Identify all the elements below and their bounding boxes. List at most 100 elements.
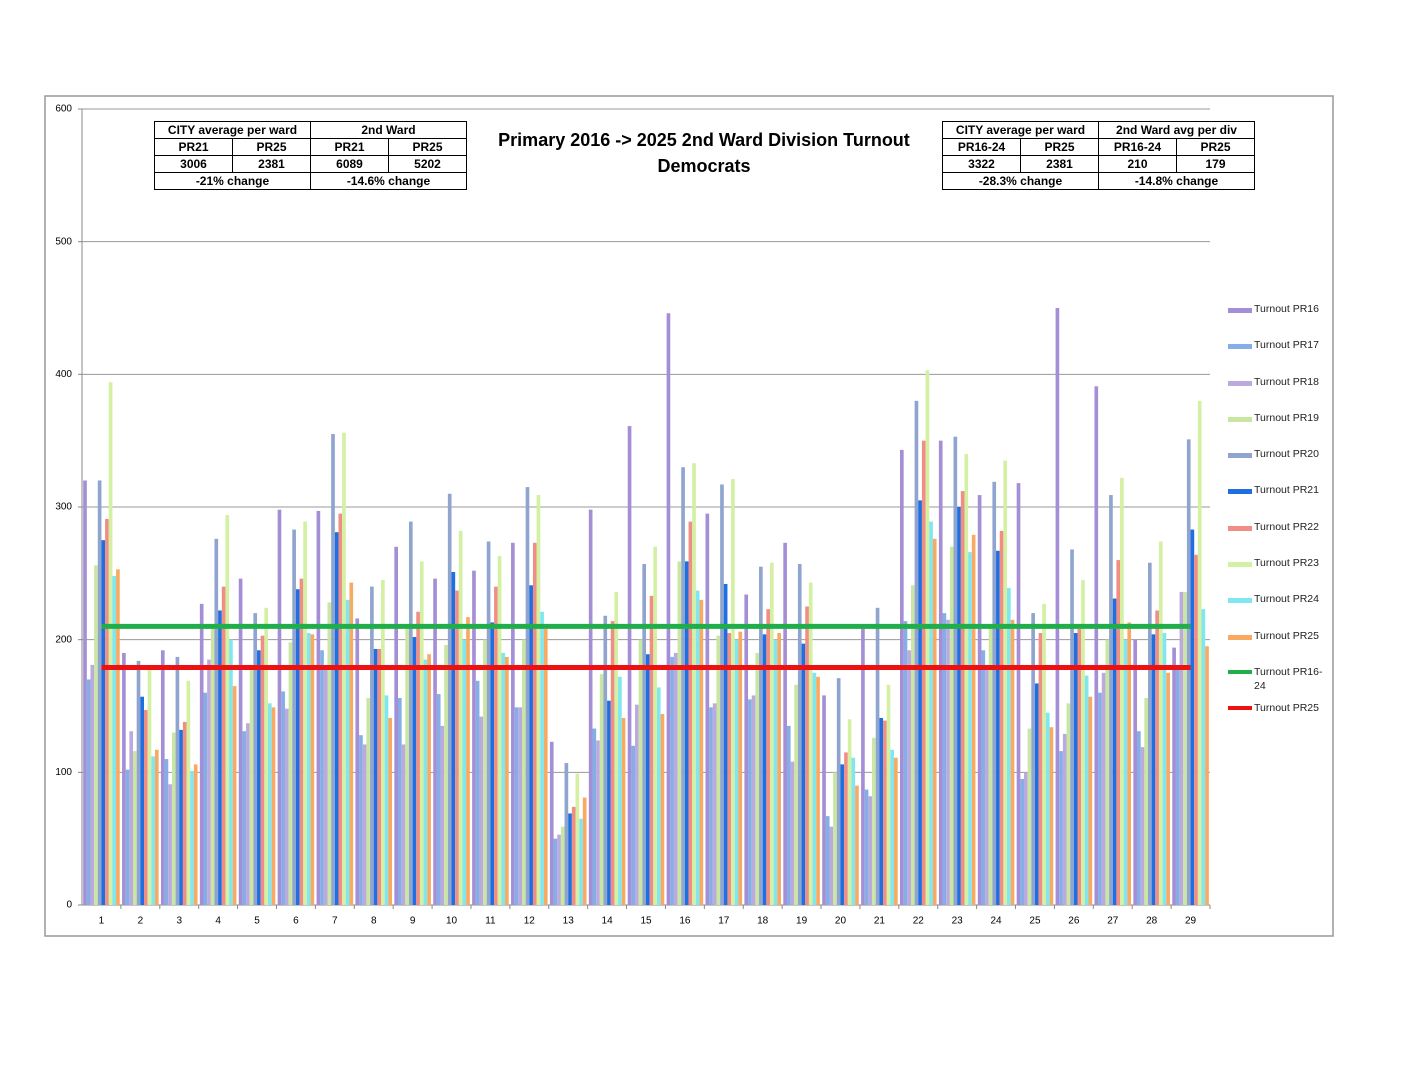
table-cell: CITY average per ward	[942, 121, 1099, 139]
bar	[543, 629, 548, 905]
bar	[334, 532, 339, 905]
bar	[433, 578, 437, 905]
bar	[1158, 541, 1163, 905]
bar	[193, 764, 198, 905]
bar	[1166, 672, 1170, 905]
bar	[692, 463, 696, 905]
legend-label: Turnout PR21	[1254, 484, 1319, 497]
table-cell: -21% change	[154, 172, 311, 190]
bar	[946, 619, 950, 905]
bar	[486, 541, 491, 905]
bar	[592, 728, 597, 905]
bar	[914, 400, 919, 905]
table-row: 3322 2381 210 179	[942, 155, 1255, 173]
legend-swatch	[1228, 598, 1252, 604]
bar	[182, 721, 187, 905]
chart-frame	[44, 95, 1334, 937]
bar	[203, 692, 208, 905]
bar	[1179, 591, 1184, 905]
bar	[568, 813, 572, 905]
bar	[97, 480, 102, 905]
table-cell: -28.3% change	[942, 172, 1099, 190]
bar	[423, 659, 428, 905]
bar	[996, 550, 1000, 905]
y-tick-label: 200	[55, 634, 72, 645]
bar	[249, 666, 254, 905]
bar	[705, 513, 710, 905]
bar	[805, 606, 809, 905]
bar	[416, 611, 420, 905]
bar	[851, 757, 856, 905]
table-row: CITY average per ward 2nd Ward avg per di…	[942, 121, 1255, 139]
bar	[271, 707, 276, 905]
bar	[154, 749, 159, 905]
bar	[872, 737, 876, 905]
x-tick-label: 1	[99, 916, 105, 927]
bar	[1049, 727, 1054, 905]
legend-swatch	[1228, 380, 1252, 386]
x-tick-label: 18	[757, 916, 769, 927]
bar	[921, 440, 926, 905]
bar	[646, 654, 650, 905]
table-cell: 2nd Ward avg per div	[1098, 121, 1255, 139]
legend-swatch	[1228, 669, 1252, 674]
bar	[949, 546, 954, 905]
legend-label: Turnout PR23	[1254, 557, 1319, 570]
bar	[968, 552, 972, 905]
x-tick-label: 23	[952, 916, 964, 927]
bar	[277, 509, 282, 905]
bar	[458, 530, 463, 905]
bar	[116, 569, 120, 905]
bar	[147, 668, 152, 905]
x-tick-label: 16	[679, 916, 691, 927]
bar	[635, 704, 639, 905]
bar	[412, 637, 417, 905]
legend-label: Turnout PR25	[1254, 702, 1319, 715]
bar	[125, 769, 130, 905]
bar	[440, 725, 445, 905]
bar	[186, 680, 191, 905]
bar	[1010, 619, 1015, 905]
bar	[1116, 560, 1121, 905]
x-tick-label: 9	[410, 916, 416, 927]
bar	[582, 797, 587, 905]
bar	[525, 487, 530, 905]
bar	[910, 585, 915, 905]
bar	[748, 699, 752, 905]
x-tick-label: 24	[991, 916, 1003, 927]
bar	[925, 370, 930, 905]
bar	[521, 639, 526, 905]
bar	[292, 529, 296, 905]
bar	[942, 613, 947, 905]
bar	[903, 621, 908, 905]
bar	[1038, 633, 1043, 905]
bar	[1042, 603, 1046, 905]
bar	[238, 578, 243, 905]
table-cell: PR25	[1020, 138, 1099, 156]
bar	[1088, 696, 1093, 905]
x-tick-label: 5	[254, 916, 260, 927]
bar	[918, 500, 922, 905]
bar	[575, 773, 580, 905]
bar	[129, 731, 134, 905]
bar	[345, 599, 350, 905]
x-tick-label: 12	[524, 916, 536, 927]
bar	[455, 590, 459, 905]
bar	[284, 708, 289, 905]
bar	[359, 735, 363, 905]
bar	[618, 676, 622, 905]
legend-swatch	[1228, 489, 1252, 495]
bar	[1123, 639, 1128, 905]
bar	[716, 635, 721, 905]
bar	[494, 586, 498, 905]
bar	[384, 695, 389, 905]
bar	[812, 672, 817, 905]
x-tick-label: 21	[874, 916, 886, 927]
table-cell: 3322	[942, 155, 1021, 173]
bar	[388, 717, 393, 905]
legend-swatch	[1228, 453, 1252, 459]
table-row: PR16-24 PR25 PR16-24 PR25	[942, 138, 1255, 156]
bar	[303, 521, 307, 905]
table-row: -21% change -14.6% change	[154, 172, 467, 190]
bar	[720, 484, 724, 905]
